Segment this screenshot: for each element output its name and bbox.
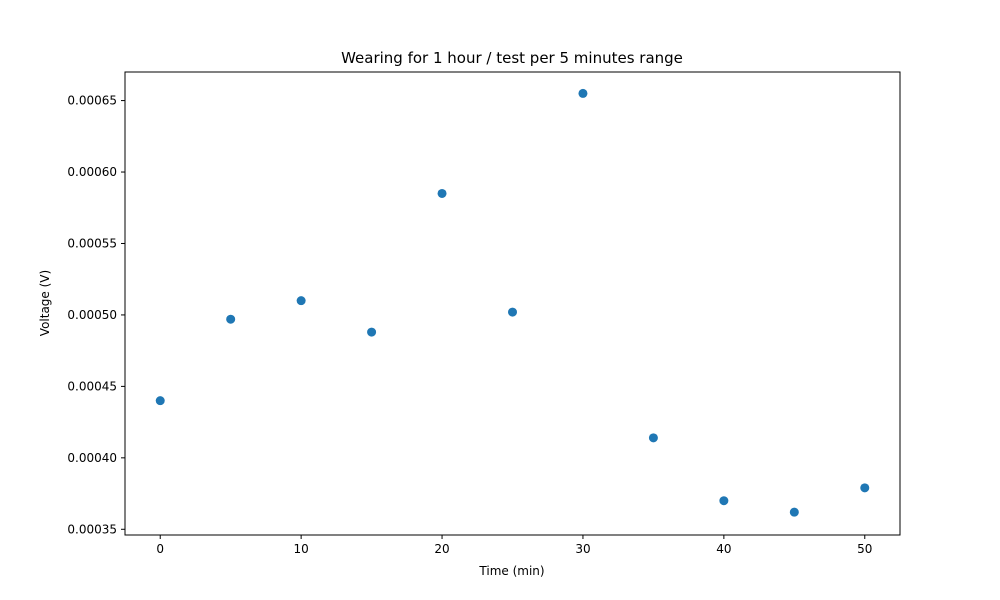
x-axis-label: Time (min)	[478, 564, 544, 578]
x-tick-label: 40	[716, 542, 731, 556]
data-point	[719, 496, 729, 506]
y-tick-label: 0.00040	[67, 451, 117, 465]
y-tick-label: 0.00060	[67, 165, 117, 179]
data-point	[367, 327, 377, 337]
data-point	[155, 396, 165, 406]
y-tick-label: 0.00035	[67, 522, 117, 536]
y-axis-label: Voltage (V)	[38, 270, 52, 336]
y-tick-label: 0.00050	[67, 308, 117, 322]
data-point	[508, 307, 517, 317]
data-point	[296, 296, 306, 306]
data-point	[578, 88, 588, 98]
x-tick-label: 20	[434, 542, 449, 556]
x-tick-label: 10	[293, 542, 308, 556]
plot-area-frame	[124, 71, 901, 536]
x-tick-label: 50	[857, 542, 872, 556]
data-point	[860, 483, 870, 493]
data-point	[648, 433, 658, 443]
y-tick-label: 0.00045	[67, 379, 117, 393]
data-points	[155, 88, 870, 517]
data-point	[226, 314, 236, 324]
x-tick-label: 30	[575, 542, 590, 556]
data-point	[789, 507, 799, 517]
x-tick-label: 0	[156, 542, 164, 556]
y-tick-label: 0.00055	[67, 236, 117, 250]
data-point	[437, 188, 447, 198]
y-tick-label: 0.00065	[67, 94, 117, 108]
y-axis-ticks: 0.00035 0.00040 0.00045 0.00050 0.00055 0.000…	[67, 94, 125, 536]
x-axis-ticks: 0 10 20 30 40 50	[156, 535, 872, 556]
chart-title: Wearing for 1 hour / test per 5 minutes …	[341, 49, 683, 67]
